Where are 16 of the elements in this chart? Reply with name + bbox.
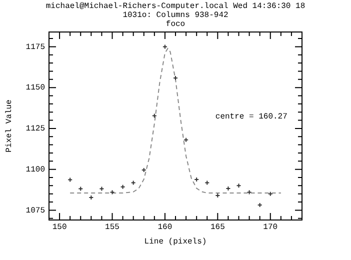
y-tick-label: 1150 [26, 84, 46, 93]
chart-title: michael@Michael-Richers-Computer.local Wed 14:36:30 18 [46, 2, 306, 12]
text: foco [166, 20, 186, 30]
x-tick-label: 165 [210, 222, 226, 232]
y-tick-label: 1075 [26, 206, 46, 216]
x-tick-label: 155 [105, 222, 120, 232]
x-tick-label: 150 [52, 222, 67, 232]
x-axis-title: Line (pixels) [144, 237, 207, 246]
y-tick-label: 1100 [26, 165, 46, 174]
y-tick-label: 1175 [26, 42, 46, 52]
x-tick-label: 170 [263, 222, 278, 232]
y-axis-title: Pixel Value [4, 99, 14, 152]
chart-subtitle: 1031o: Columns 938-942 [122, 11, 229, 20]
x-tick-label: 160 [158, 222, 172, 232]
annotation: centre = 160.27 [215, 112, 288, 122]
y-tick-label: 1125 [26, 124, 46, 134]
